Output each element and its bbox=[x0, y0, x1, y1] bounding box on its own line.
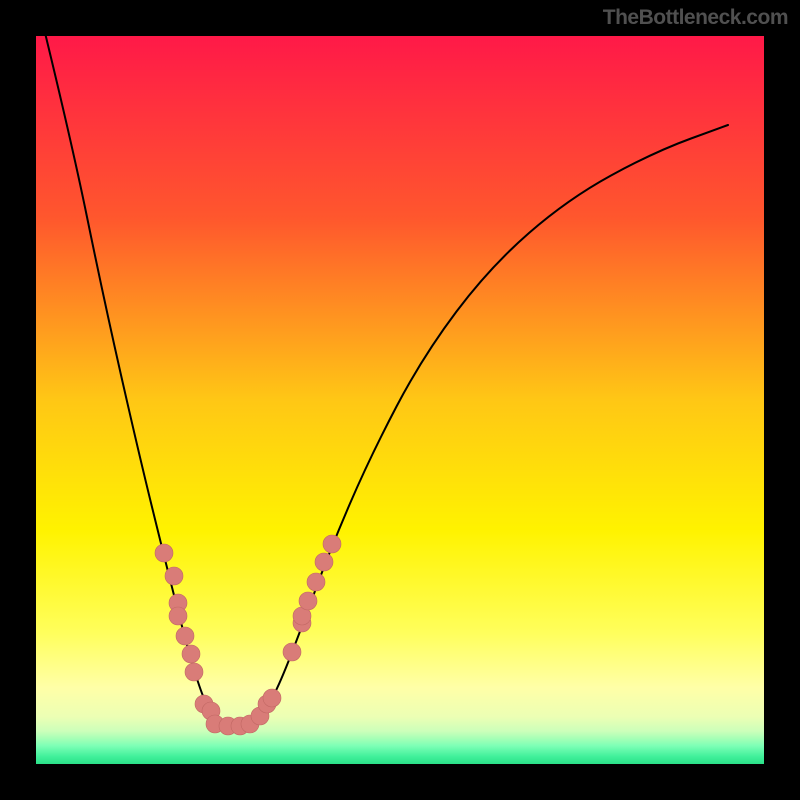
curve-marker bbox=[283, 643, 301, 661]
frame: TheBottleneck.com bbox=[0, 0, 800, 800]
curve-marker bbox=[182, 645, 200, 663]
curve-markers bbox=[36, 36, 764, 764]
curve-marker bbox=[155, 544, 173, 562]
curve-marker bbox=[307, 573, 325, 591]
curve-marker bbox=[323, 535, 341, 553]
curve-marker bbox=[299, 592, 317, 610]
plot-area bbox=[36, 36, 764, 764]
curve-marker bbox=[263, 689, 281, 707]
curve-marker bbox=[315, 553, 333, 571]
curve-marker bbox=[169, 607, 187, 625]
curve-marker bbox=[176, 627, 194, 645]
curve-marker bbox=[185, 663, 203, 681]
curve-marker bbox=[165, 567, 183, 585]
watermark: TheBottleneck.com bbox=[603, 6, 788, 30]
